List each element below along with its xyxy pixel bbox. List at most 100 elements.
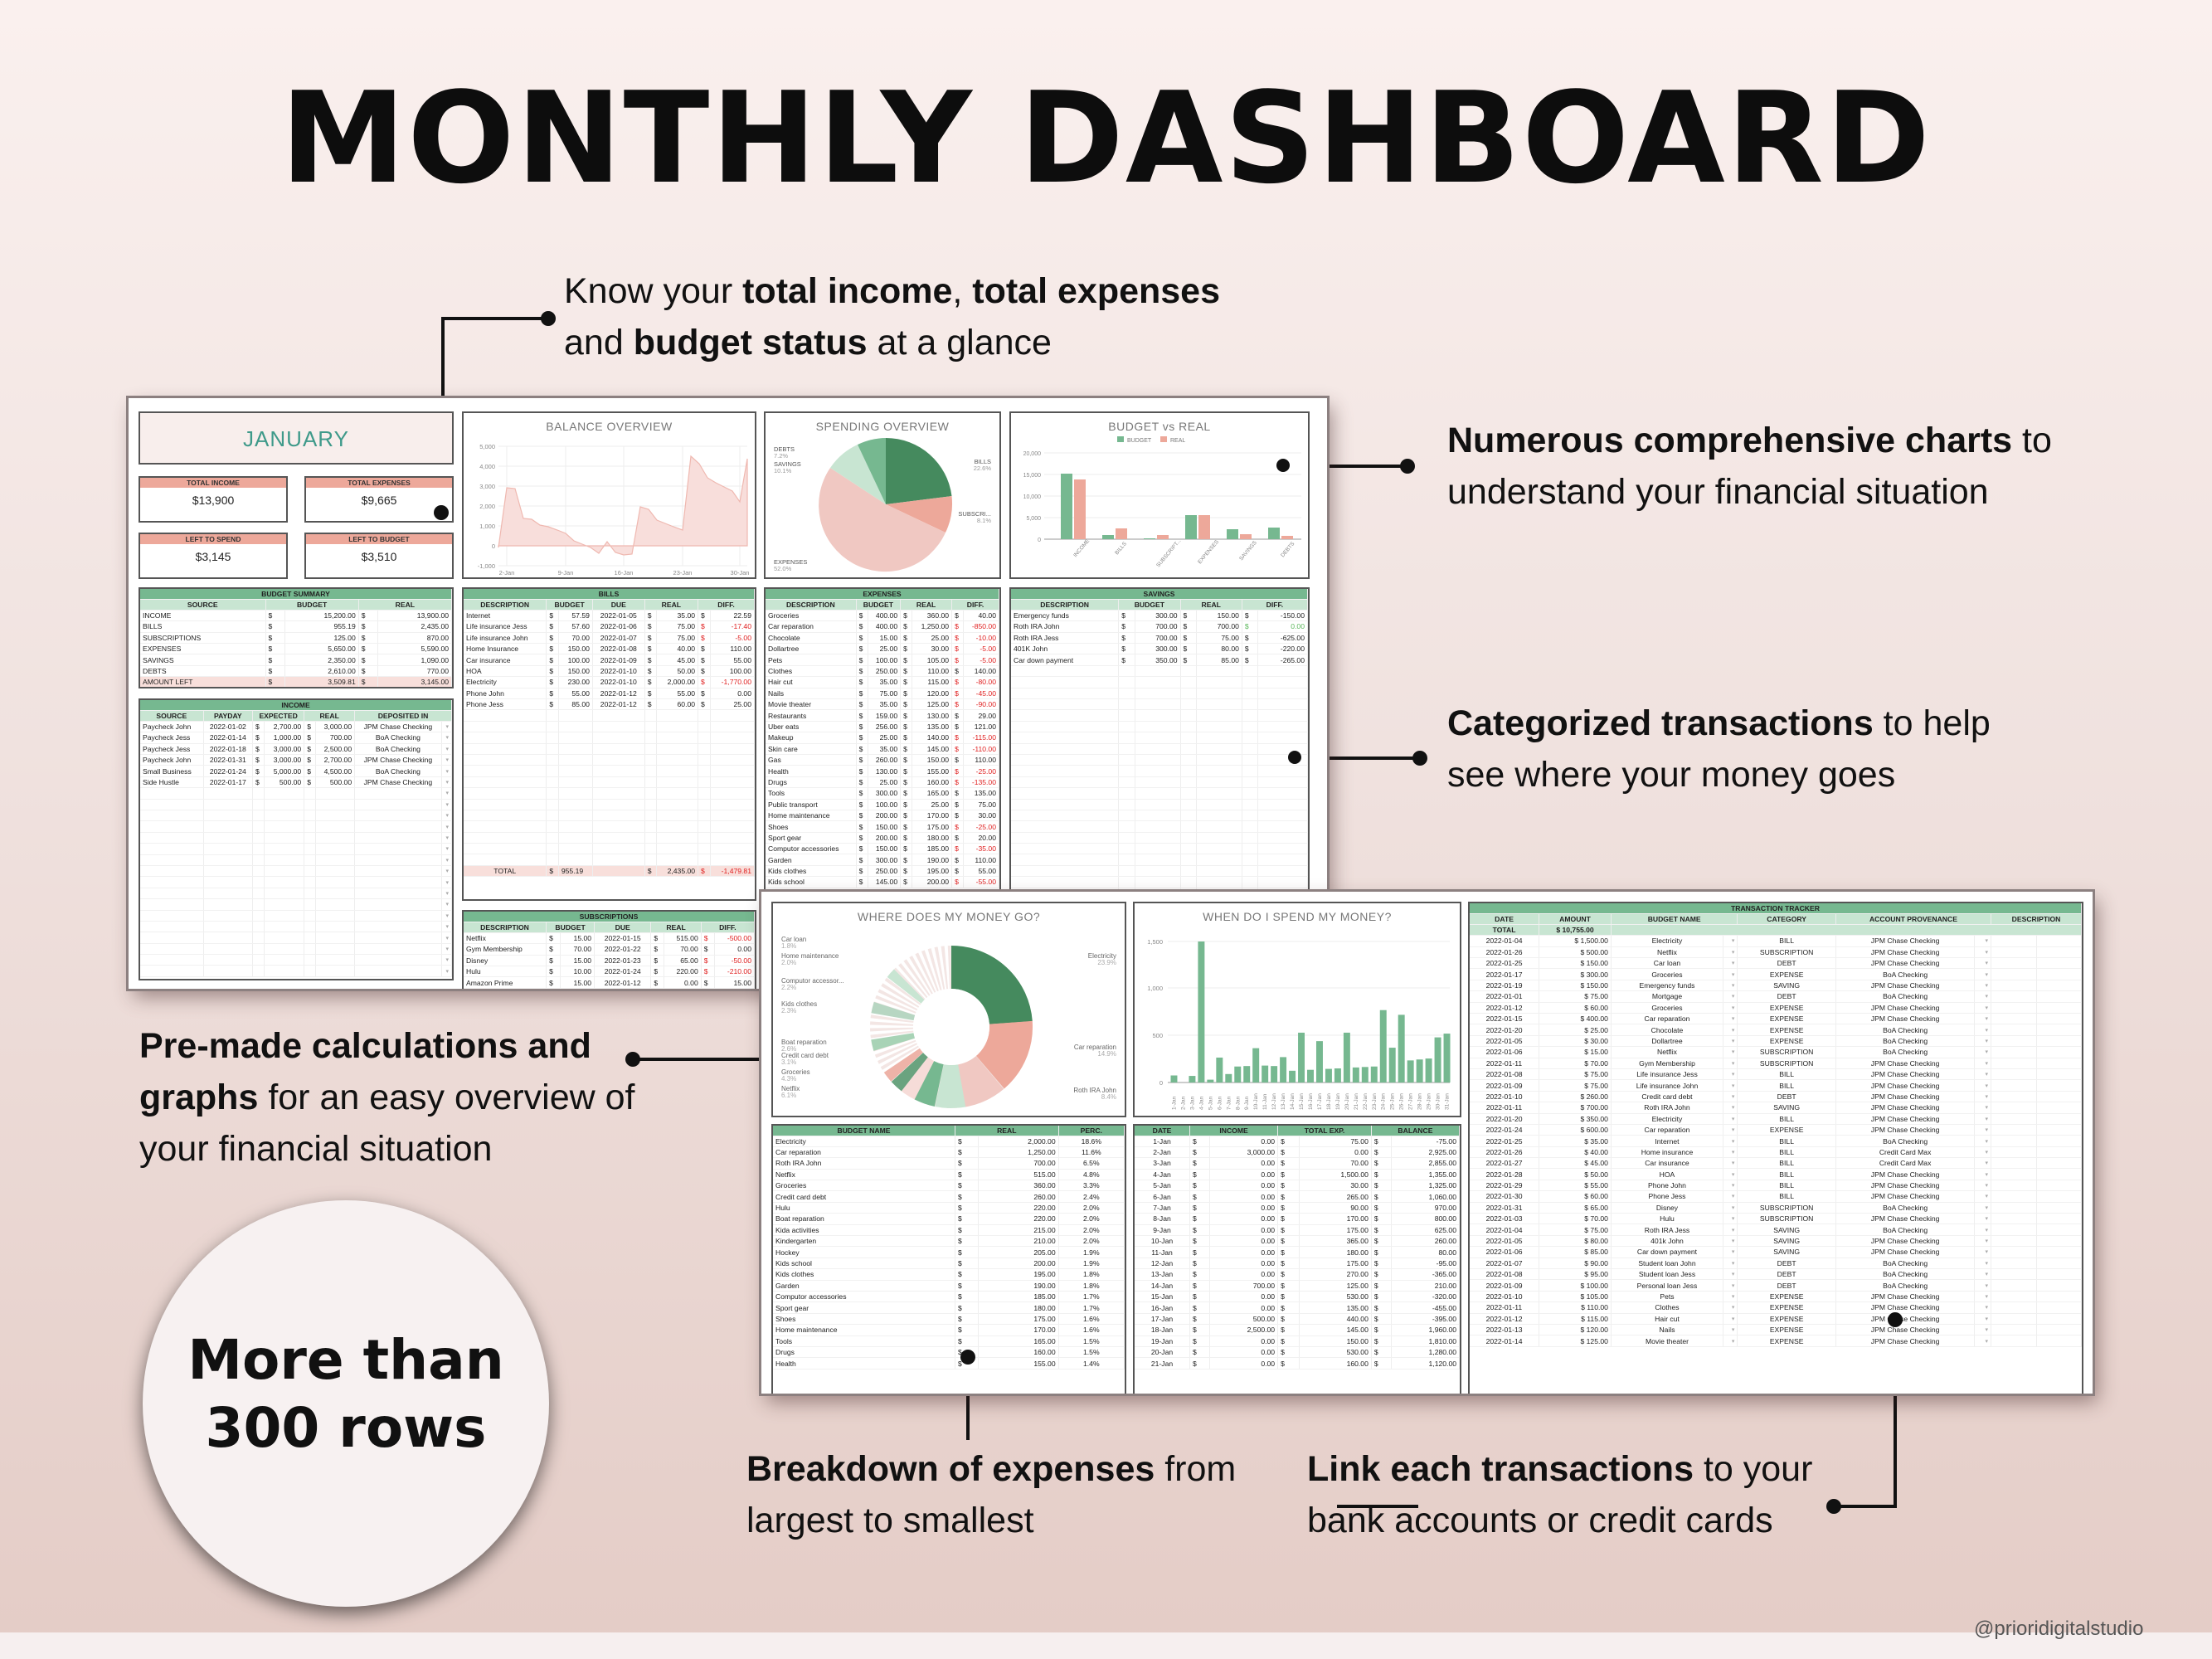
dropdown-arrow-icon[interactable]: ▾ [441, 932, 452, 944]
dropdown-arrow-icon[interactable]: ▾ [441, 898, 452, 911]
dropdown-arrow-icon[interactable]: ▾ [1723, 957, 1738, 970]
dropdown-arrow-icon[interactable]: ▾ [1974, 1146, 1992, 1159]
dropdown-arrow-icon[interactable]: ▾ [441, 965, 452, 977]
dropdown-arrow-icon[interactable]: ▾ [1723, 1258, 1738, 1270]
dropdown-arrow-icon[interactable]: ▾ [1974, 1268, 1992, 1281]
dropdown-arrow-icon[interactable]: ▾ [1723, 1224, 1738, 1236]
dropdown-arrow-icon[interactable]: ▾ [1974, 1235, 1992, 1248]
dropdown-arrow-icon[interactable]: ▾ [441, 810, 452, 822]
dropdown-arrow-icon[interactable]: ▾ [1974, 1190, 1992, 1203]
dropdown-arrow-icon[interactable]: ▾ [1723, 1235, 1738, 1248]
dropdown-arrow-icon[interactable]: ▾ [1974, 1168, 1992, 1180]
dropdown-arrow-icon[interactable]: ▾ [441, 854, 452, 866]
dropdown-arrow-icon[interactable]: ▾ [1723, 1157, 1738, 1170]
dropdown-arrow-icon[interactable]: ▾ [1723, 1058, 1738, 1069]
dropdown-arrow-icon[interactable]: ▾ [1723, 1091, 1738, 1103]
dropdown-arrow-icon[interactable]: ▾ [1723, 1313, 1738, 1325]
dropdown-arrow-icon[interactable]: ▾ [1974, 1291, 1992, 1303]
dropdown-arrow-icon[interactable]: ▾ [1723, 1002, 1738, 1014]
dropdown-arrow-icon[interactable]: ▾ [1974, 1113, 1992, 1125]
dropdown-arrow-icon[interactable]: ▾ [1974, 1301, 1992, 1314]
dropdown-arrow-icon[interactable]: ▾ [1723, 1168, 1738, 1180]
dropdown-arrow-icon[interactable]: ▾ [1974, 1324, 1992, 1336]
dropdown-arrow-icon[interactable]: ▾ [1974, 957, 1992, 970]
dropdown-arrow-icon[interactable]: ▾ [441, 910, 452, 922]
dropdown-arrow-icon[interactable]: ▾ [1723, 946, 1738, 959]
dropdown-arrow-icon[interactable]: ▾ [1974, 1202, 1992, 1214]
dropdown-arrow-icon[interactable]: ▾ [441, 832, 452, 844]
dropdown-arrow-icon[interactable]: ▾ [1974, 1058, 1992, 1069]
dropdown-arrow-icon[interactable]: ▾ [1723, 1335, 1738, 1347]
dropdown-arrow-icon[interactable]: ▾ [1723, 1024, 1738, 1036]
dropdown-arrow-icon[interactable]: ▾ [1974, 1102, 1992, 1114]
dropdown-arrow-icon[interactable]: ▾ [1723, 1246, 1738, 1258]
dropdown-arrow-icon[interactable]: ▾ [1974, 1024, 1992, 1036]
dropdown-arrow-icon[interactable]: ▾ [1723, 980, 1738, 992]
dropdown-arrow-icon[interactable]: ▾ [1974, 1157, 1992, 1170]
dropdown-arrow-icon[interactable]: ▾ [441, 776, 452, 789]
dropdown-arrow-icon[interactable]: ▾ [1974, 1213, 1992, 1225]
column-header: REAL [644, 599, 699, 611]
dropdown-arrow-icon[interactable]: ▾ [441, 943, 452, 956]
dropdown-arrow-icon[interactable]: ▾ [441, 843, 452, 855]
dropdown-arrow-icon[interactable]: ▾ [1974, 1046, 1992, 1058]
dropdown-arrow-icon[interactable]: ▾ [441, 754, 452, 766]
dropdown-arrow-icon[interactable]: ▾ [441, 820, 452, 833]
dropdown-arrow-icon[interactable]: ▾ [1723, 1068, 1738, 1081]
dropdown-arrow-icon[interactable]: ▾ [441, 876, 452, 888]
table-cell [1196, 876, 1242, 888]
dropdown-arrow-icon[interactable]: ▾ [1974, 1091, 1992, 1103]
dropdown-arrow-icon[interactable]: ▾ [1723, 1268, 1738, 1281]
dropdown-arrow-icon[interactable]: ▾ [1974, 1013, 1992, 1025]
dropdown-arrow-icon[interactable]: ▾ [1723, 1202, 1738, 1214]
dropdown-arrow-icon[interactable]: ▾ [441, 732, 452, 744]
dropdown-arrow-icon[interactable]: ▾ [1723, 1079, 1738, 1092]
dropdown-arrow-icon[interactable]: ▾ [1974, 1246, 1992, 1258]
dropdown-arrow-icon[interactable]: ▾ [1723, 1279, 1738, 1292]
dropdown-arrow-icon[interactable]: ▾ [441, 921, 452, 933]
dropdown-arrow-icon[interactable]: ▾ [1974, 1135, 1992, 1147]
dropdown-arrow-icon[interactable]: ▾ [1974, 935, 1992, 947]
dropdown-arrow-icon[interactable]: ▾ [1723, 935, 1738, 947]
dropdown-arrow-icon[interactable]: ▾ [1723, 1135, 1738, 1147]
dropdown-arrow-icon[interactable]: ▾ [1723, 1180, 1738, 1192]
dropdown-arrow-icon[interactable]: ▾ [1723, 1013, 1738, 1025]
dropdown-arrow-icon[interactable]: ▾ [1723, 1113, 1738, 1125]
dropdown-arrow-icon[interactable]: ▾ [1723, 1102, 1738, 1114]
dropdown-arrow-icon[interactable]: ▾ [1974, 1335, 1992, 1347]
dropdown-arrow-icon[interactable]: ▾ [1723, 1190, 1738, 1203]
dropdown-arrow-icon[interactable]: ▾ [441, 743, 452, 756]
dropdown-arrow-icon[interactable]: ▾ [1974, 1079, 1992, 1092]
dropdown-arrow-icon[interactable]: ▾ [441, 787, 452, 800]
dropdown-arrow-icon[interactable]: ▾ [1723, 990, 1738, 1003]
dropdown-arrow-icon[interactable]: ▾ [1974, 946, 1992, 959]
dropdown-arrow-icon[interactable]: ▾ [441, 888, 452, 900]
dropdown-arrow-icon[interactable]: ▾ [1974, 1124, 1992, 1136]
dropdown-arrow-icon[interactable]: ▾ [441, 799, 452, 811]
dropdown-arrow-icon[interactable]: ▾ [1723, 1213, 1738, 1225]
dropdown-arrow-icon[interactable]: ▾ [1723, 1146, 1738, 1159]
dropdown-arrow-icon[interactable]: ▾ [1723, 1124, 1738, 1136]
dropdown-arrow-icon[interactable]: ▾ [1974, 1002, 1992, 1014]
dropdown-arrow-icon[interactable]: ▾ [1974, 1313, 1992, 1325]
dropdown-arrow-icon[interactable]: ▾ [1974, 1279, 1992, 1292]
dropdown-arrow-icon[interactable]: ▾ [1974, 980, 1992, 992]
dropdown-arrow-icon[interactable]: ▾ [1723, 1301, 1738, 1314]
dropdown-arrow-icon[interactable]: ▾ [1974, 968, 1992, 980]
dropdown-arrow-icon[interactable]: ▾ [441, 721, 452, 733]
dropdown-arrow-icon[interactable]: ▾ [1723, 1291, 1738, 1303]
dropdown-arrow-icon[interactable]: ▾ [1974, 1180, 1992, 1192]
dropdown-arrow-icon[interactable]: ▾ [1974, 990, 1992, 1003]
dropdown-arrow-icon[interactable]: ▾ [1974, 1068, 1992, 1081]
bills-table: BILLS DESCRIPTION BUDGET DUE REAL DIFF. Inte… [462, 587, 756, 901]
dropdown-arrow-icon[interactable]: ▾ [1974, 1224, 1992, 1236]
dropdown-arrow-icon[interactable]: ▾ [1723, 1035, 1738, 1048]
dropdown-arrow-icon[interactable]: ▾ [1974, 1258, 1992, 1270]
dropdown-arrow-icon[interactable]: ▾ [1723, 1324, 1738, 1336]
dropdown-arrow-icon[interactable]: ▾ [441, 954, 452, 966]
dropdown-arrow-icon[interactable]: ▾ [441, 765, 452, 777]
dropdown-arrow-icon[interactable]: ▾ [1723, 968, 1738, 980]
dropdown-arrow-icon[interactable]: ▾ [441, 865, 452, 878]
dropdown-arrow-icon[interactable]: ▾ [1974, 1035, 1992, 1048]
dropdown-arrow-icon[interactable]: ▾ [1723, 1046, 1738, 1058]
